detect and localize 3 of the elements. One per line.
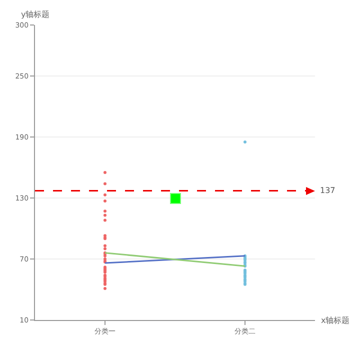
- x-axis-title: x轴标题: [321, 316, 350, 325]
- y-axis-title: y轴标题: [21, 10, 50, 19]
- ref-line-label: 137: [320, 186, 336, 195]
